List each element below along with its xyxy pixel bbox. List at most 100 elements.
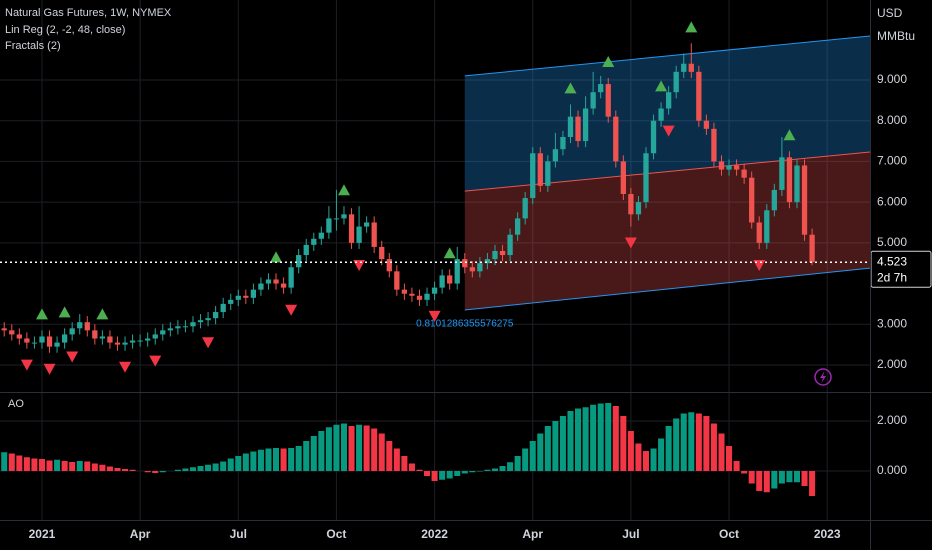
candle-body <box>303 244 309 256</box>
candle-body <box>711 128 717 162</box>
x-tick-label: Oct <box>326 527 346 541</box>
last-price-label: 4.523 <box>877 254 907 268</box>
main-layer: 2021 Apr Jul Oct 2022 Apr Jul Oct 2023 2.000 3.000… <box>0 21 932 541</box>
y-tick-label: 2.000 <box>877 357 907 371</box>
fractal-up <box>337 184 350 196</box>
ao-bar <box>703 416 710 471</box>
ao-bar <box>280 448 287 471</box>
x-tick-label: Apr <box>130 527 151 541</box>
ao-bar <box>159 471 166 473</box>
candle-body <box>462 259 468 268</box>
candle-body <box>129 340 136 343</box>
ao-bar <box>718 433 725 471</box>
ao-bar <box>401 456 408 471</box>
ao-bar <box>635 443 642 471</box>
ao-bar <box>590 404 597 471</box>
candle-body <box>605 84 611 117</box>
candle-body <box>582 108 589 142</box>
ao-bar <box>46 460 53 471</box>
candle-body <box>333 218 340 220</box>
candle-body <box>507 234 513 256</box>
ao-bar <box>778 471 785 484</box>
candle-body <box>424 293 430 300</box>
ao-bar <box>514 456 521 471</box>
candle-body <box>499 250 506 256</box>
y-tick-label: 8.000 <box>877 113 907 127</box>
ao-bar <box>348 426 355 471</box>
candle-body <box>220 303 226 313</box>
candle-body <box>688 63 694 72</box>
candle-body <box>356 226 362 243</box>
candle-body <box>771 189 777 211</box>
ao-bar <box>491 468 499 471</box>
candle-body <box>575 116 581 142</box>
ao-bar <box>733 461 740 471</box>
candle-body <box>673 71 679 93</box>
candle-body <box>371 222 377 247</box>
y-tick-label: 5.000 <box>877 235 907 249</box>
ao-bar <box>295 446 302 471</box>
candle-body <box>99 336 106 339</box>
candle-body <box>794 165 800 203</box>
candle-body <box>145 338 151 341</box>
candle-body <box>228 299 234 304</box>
ao-bar <box>91 463 98 471</box>
fractal-up <box>96 308 109 320</box>
ao-bar <box>461 471 468 474</box>
candle-body <box>718 161 725 170</box>
chart-title: Natural Gas Futures, 1W, NYMEX <box>5 7 172 19</box>
ao-bar <box>144 471 151 473</box>
y-tick-label: 6.000 <box>877 194 907 208</box>
ao-bar <box>537 433 544 471</box>
candle-body <box>439 275 445 288</box>
candle-body <box>552 149 559 162</box>
ao-bar <box>756 471 763 491</box>
fractal-up <box>602 55 615 67</box>
ao-bar <box>318 431 325 471</box>
candle-body <box>650 120 657 154</box>
y-tick-label: 9.000 <box>877 72 907 86</box>
ao-bar <box>393 448 400 471</box>
ao-bar <box>220 461 227 471</box>
candle-body <box>190 322 196 327</box>
ao-bar <box>1 452 8 471</box>
x-tick-label: 2023 <box>814 527 841 541</box>
candle-body <box>537 153 543 186</box>
alert-icon[interactable] <box>814 368 832 386</box>
ao-bar <box>658 438 665 471</box>
fractal-down <box>20 359 33 371</box>
candle-body <box>703 120 710 129</box>
ao-bar <box>544 426 551 471</box>
candle-body <box>348 214 355 243</box>
ao-bar <box>408 463 415 471</box>
candle-body <box>786 157 793 203</box>
ao-bar <box>786 471 793 483</box>
candle-body <box>522 198 528 219</box>
x-tick-label: Apr <box>522 527 543 541</box>
ao-bar <box>356 424 363 471</box>
candle-body <box>756 222 762 243</box>
ao-bar <box>106 466 113 471</box>
fractal-down <box>66 351 79 363</box>
fractal-down <box>43 363 56 375</box>
ao-bar <box>23 457 30 471</box>
ao-bar <box>439 471 446 480</box>
candle-body <box>454 259 460 284</box>
candle-body <box>137 340 143 342</box>
ao-bar <box>333 424 340 471</box>
linreg-annotation: 0.8101286355576275 <box>416 319 514 330</box>
ao-bar <box>325 427 332 471</box>
ao-bar <box>205 464 212 471</box>
ao-bar <box>801 471 808 486</box>
ao-bar <box>129 469 136 471</box>
ao-bar <box>76 461 83 471</box>
candle-body <box>665 92 672 109</box>
ao-bar <box>197 466 204 471</box>
linreg-upper-line <box>464 35 871 77</box>
unit-label: MMBtu <box>877 29 915 43</box>
ao-bar <box>378 433 385 471</box>
ao-bar <box>665 426 672 471</box>
ao-bar <box>484 469 491 471</box>
candle-body <box>733 165 740 170</box>
candle-body <box>447 275 453 284</box>
